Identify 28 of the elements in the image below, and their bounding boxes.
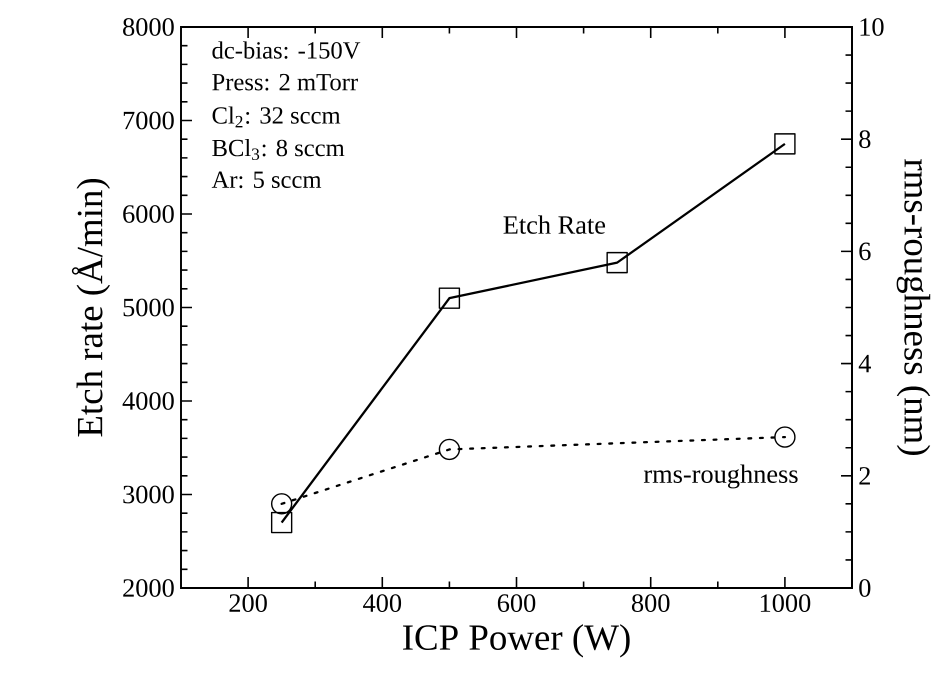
y-tick-label: 4000 xyxy=(122,392,174,410)
y2-tick-label: 4 xyxy=(858,354,871,372)
y-tick-label: 8000 xyxy=(123,18,174,36)
y2-axis-title: rms-roughness (nm) xyxy=(896,159,930,455)
y2-tick-label: 8 xyxy=(859,130,870,148)
annotation: Ar: 5 sccm xyxy=(212,172,322,188)
x-axis-title: ICP Power (W) xyxy=(403,624,630,658)
annotation: Cl$_{2}$: 32 sccm xyxy=(212,106,340,128)
y-tick-label: 3000 xyxy=(123,486,174,504)
y2-tick-label: 6 xyxy=(859,242,871,260)
y-tick-label: 2000 xyxy=(123,579,174,597)
x-tick-label: 200 xyxy=(229,594,267,612)
y2-tick-label: 2 xyxy=(859,467,870,485)
x-tick-label: 1000 xyxy=(760,594,810,612)
y-axis-title: Etch rate (Å/min) xyxy=(72,178,110,437)
annotation: dc-bias: -150V xyxy=(212,41,360,59)
x-tick-label: 400 xyxy=(363,594,402,612)
y-tick-label: 6000 xyxy=(123,205,174,223)
annotation: Press: 2 mTorr xyxy=(212,74,358,91)
y2-tick-label: 10 xyxy=(860,18,884,36)
series-label: Etch Rate xyxy=(504,215,606,234)
annotation: BCl$_{3}$: 8 sccm xyxy=(212,138,344,160)
y2-tick-label: 0 xyxy=(859,579,870,597)
x-tick-label: 600 xyxy=(498,594,536,612)
y-tick-label: 5000 xyxy=(124,298,174,316)
y-tick-label: 7000 xyxy=(124,112,174,130)
series-label: rms-roughness xyxy=(644,464,798,488)
x-tick-label: 800 xyxy=(632,594,670,612)
